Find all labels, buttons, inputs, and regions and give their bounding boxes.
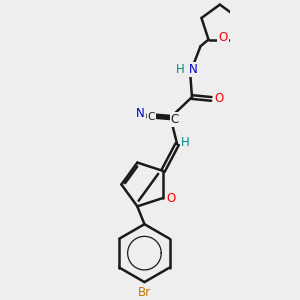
Text: N: N (189, 63, 197, 76)
Text: H: H (181, 136, 190, 149)
Text: O: O (167, 192, 176, 205)
Text: O: O (218, 31, 228, 44)
Text: Br: Br (138, 286, 151, 299)
Text: C: C (171, 113, 179, 126)
Text: H: H (176, 64, 184, 76)
Text: N: N (136, 107, 144, 120)
Text: C: C (148, 112, 155, 122)
Text: O: O (214, 92, 224, 105)
